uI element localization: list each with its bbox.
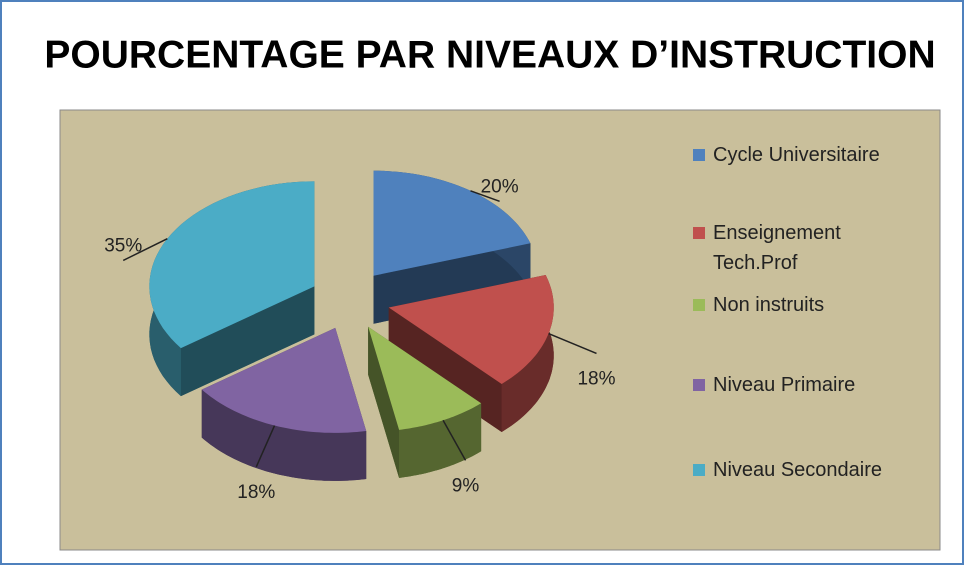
legend-label: Enseignement Tech.Prof [713,222,841,274]
legend-label: Non instruits [713,294,825,316]
legend-label: Niveau Secondaire [713,459,882,481]
chart-title: POURCENTAGE PAR NIVEAUX D’INSTRUCTION [44,33,935,76]
legend-swatch [693,464,705,476]
slice-wall [501,275,554,432]
legend-swatch [693,299,705,311]
legend-item: Cycle Universitaire [693,140,913,170]
data-label: 35% [104,235,142,256]
legend-item: Non instruits [693,290,913,320]
legend-label: Niveau Primaire [713,374,856,396]
leader-line [122,238,168,262]
leader-line [255,425,276,468]
legend-swatch [693,227,705,239]
leader-line [548,332,597,355]
data-label: 18% [237,482,275,503]
slice-wall [399,403,482,478]
slice-side [180,286,315,397]
legend-item: Niveau Primaire [693,370,913,400]
data-label: 9% [452,475,480,496]
slice-wall [201,389,367,481]
legend-swatch [693,149,705,161]
legend-item: Enseignement Tech.Prof [693,218,913,278]
slice [373,170,531,276]
leader-line [470,190,500,203]
data-label: 20% [481,176,519,197]
slice [201,327,367,433]
legend-item: Niveau Secondaire [693,455,913,485]
legend-label: Cycle Universitaire [713,144,880,166]
slice [368,326,482,430]
slice-side [368,326,400,478]
legend-swatch [693,379,705,391]
data-label: 18% [577,368,615,389]
leader-line [442,419,467,461]
slice [388,275,554,384]
slice [149,181,315,349]
